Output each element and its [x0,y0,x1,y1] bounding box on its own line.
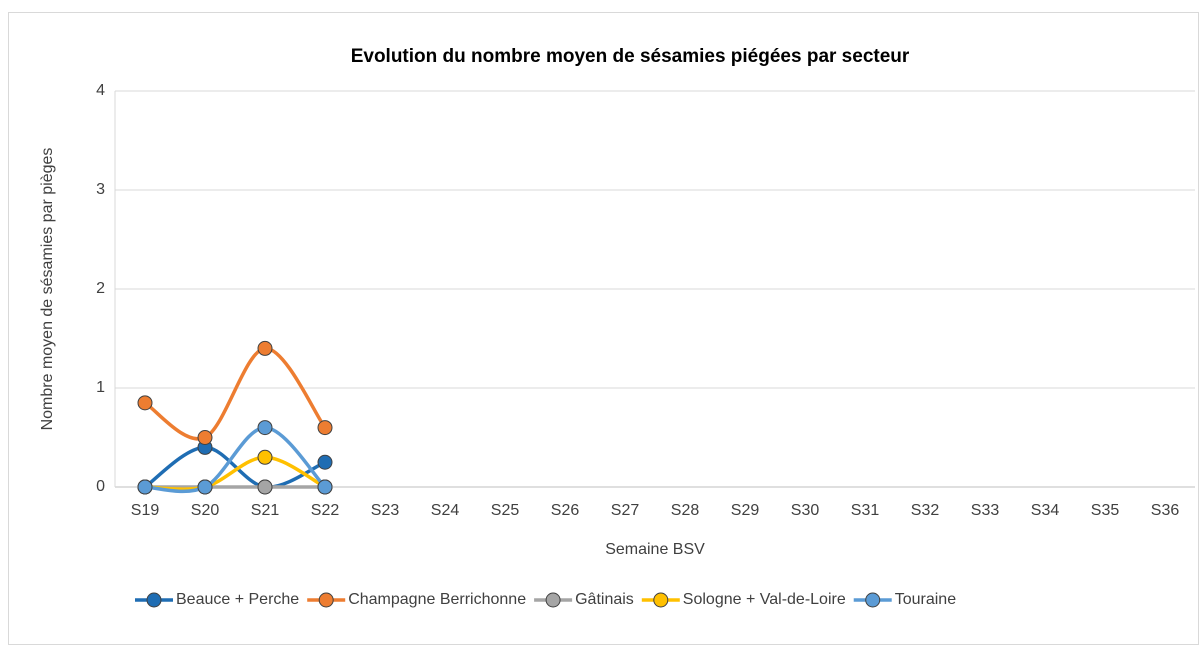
data-point [317,454,333,470]
x-tick-label: S24 [431,502,460,519]
legend-marker [545,592,561,608]
x-tick-label: S36 [1151,502,1180,519]
x-tick-label: S19 [131,502,160,519]
legend-marker [146,592,162,608]
x-tick-label: S22 [311,502,340,519]
data-point [137,395,153,411]
legend-marker [865,592,881,608]
legend-label: Touraine [895,591,956,608]
x-tick-label: S35 [1091,502,1120,519]
y-axis-label: Nombre moyen de sésamies par pièges [39,148,56,431]
legend-marker [653,592,669,608]
series-line [143,445,327,489]
y-tick-label: 2 [96,280,105,297]
legend-label: Champagne Berrichonne [348,591,526,608]
x-tick-label: S30 [791,502,820,519]
y-tick-label: 0 [96,478,105,495]
data-point [317,420,333,436]
x-tick-label: S25 [491,502,520,519]
data-point [257,420,273,436]
data-point [317,479,333,495]
data-point [257,340,273,356]
data-point [137,479,153,495]
x-tick-label: S23 [371,502,400,519]
legend-label: Beauce + Perche [176,591,299,608]
series-line [143,455,327,491]
data-point [257,479,273,495]
chart-title: Evolution du nombre moyen de sésamies pi… [351,46,910,67]
y-tick-label: 3 [96,181,105,198]
legend-label: Sologne + Val-de-Loire [683,591,846,608]
chart-border [8,12,1199,645]
x-tick-label: S31 [851,502,880,519]
data-point [197,479,213,495]
x-tick-label: S33 [971,502,1000,519]
x-tick-label: S27 [611,502,640,519]
data-point [197,430,213,445]
x-tick-label: S29 [731,502,760,519]
x-tick-label: S32 [911,502,940,519]
series-line [143,346,327,441]
legend-label: Gâtinais [575,591,634,608]
x-tick-label: S26 [551,502,580,519]
series-line [143,425,327,494]
y-tick-label: 1 [96,379,105,396]
x-tick-label: S20 [191,502,220,519]
x-tick-label: S28 [671,502,700,519]
x-axis-label: Semaine BSV [605,541,705,558]
legend-marker [318,592,334,608]
data-point [257,449,273,465]
y-tick-label: 4 [96,82,105,99]
x-tick-label: S21 [251,502,280,519]
x-tick-label: S34 [1031,502,1060,519]
